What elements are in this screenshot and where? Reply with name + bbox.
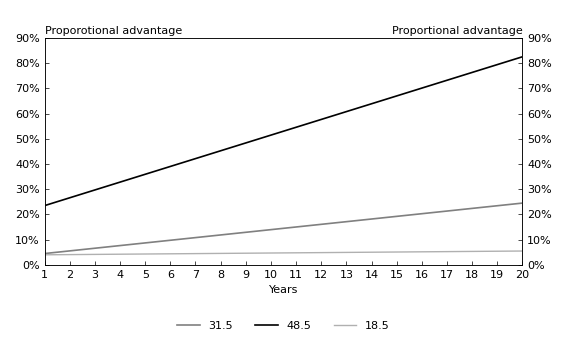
31.5 [418,212,425,216]
48.5 [167,164,174,168]
31.5 [469,206,476,210]
18.5 [268,251,274,255]
18.5 [343,250,350,254]
48.5 [66,196,73,200]
48.5 [368,102,375,106]
Legend: 31.5, 48.5, 18.5: 31.5, 48.5, 18.5 [173,316,394,336]
X-axis label: Years: Years [269,285,298,295]
31.5 [117,243,124,248]
18.5 [443,250,450,254]
48.5 [393,94,400,98]
48.5 [117,180,124,184]
18.5 [368,250,375,254]
31.5 [242,230,249,234]
18.5 [519,249,526,253]
31.5 [519,201,526,205]
31.5 [41,252,48,256]
18.5 [242,251,249,255]
48.5 [293,125,299,129]
18.5 [66,253,73,257]
31.5 [167,238,174,242]
18.5 [117,252,124,256]
18.5 [393,250,400,254]
48.5 [242,141,249,145]
18.5 [167,252,174,256]
48.5 [343,109,350,114]
48.5 [494,62,501,66]
48.5 [41,204,48,208]
18.5 [494,249,501,253]
31.5 [66,249,73,253]
31.5 [268,227,274,232]
48.5 [91,188,98,192]
48.5 [418,86,425,90]
31.5 [91,246,98,250]
18.5 [469,249,476,253]
31.5 [318,222,325,226]
18.5 [293,251,299,255]
18.5 [41,253,48,257]
18.5 [192,252,199,256]
31.5 [494,204,501,208]
48.5 [469,70,476,74]
18.5 [91,252,98,256]
31.5 [217,233,224,237]
48.5 [217,149,224,153]
31.5 [293,225,299,229]
18.5 [318,251,325,255]
18.5 [142,252,149,256]
18.5 [418,250,425,254]
Line: 31.5: 31.5 [45,203,522,254]
48.5 [142,172,149,176]
48.5 [268,133,274,137]
Line: 18.5: 18.5 [45,251,522,255]
31.5 [368,217,375,221]
31.5 [343,220,350,224]
48.5 [192,157,199,161]
48.5 [519,55,526,59]
31.5 [192,236,199,240]
Text: Proporotional advantage: Proporotional advantage [45,26,182,35]
Line: 48.5: 48.5 [45,57,522,206]
Text: Proportional advantage: Proportional advantage [392,26,522,35]
18.5 [217,251,224,255]
48.5 [318,117,325,121]
31.5 [443,209,450,213]
48.5 [443,78,450,82]
31.5 [393,214,400,219]
31.5 [142,241,149,245]
